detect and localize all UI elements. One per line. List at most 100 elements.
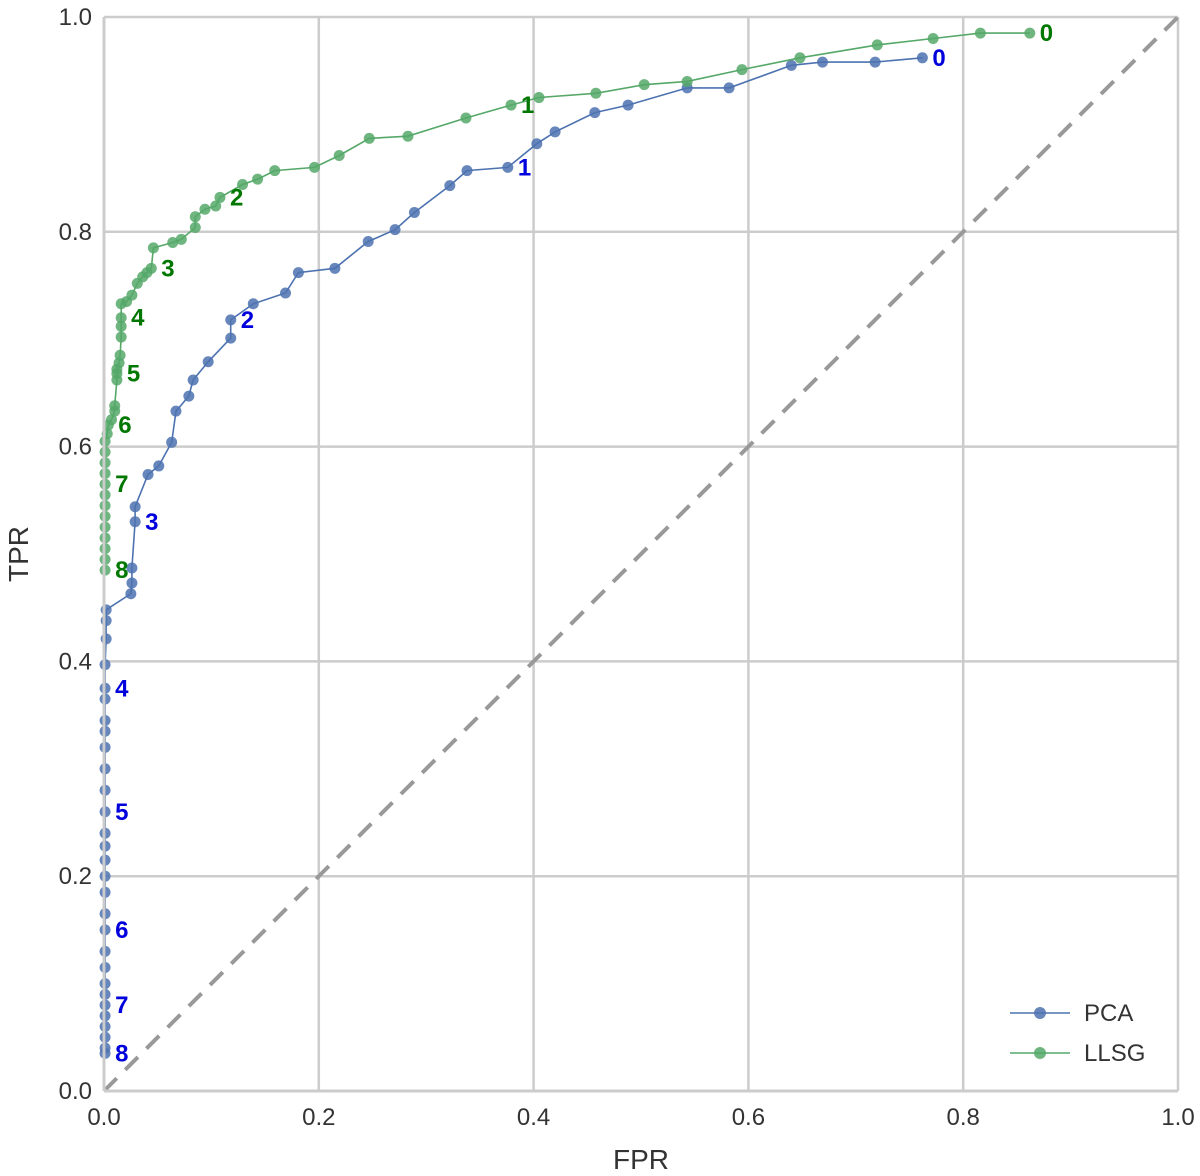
point-label: 4 — [115, 675, 129, 702]
data-point — [210, 200, 222, 212]
point-label: 1 — [518, 154, 531, 181]
x-tick-label: 0.8 — [947, 1104, 980, 1131]
y-tick-label: 0.6 — [59, 434, 92, 461]
data-point — [100, 615, 112, 627]
data-point — [115, 312, 127, 324]
y-tick-label: 0.4 — [59, 648, 92, 675]
data-point — [916, 52, 928, 64]
data-point — [589, 107, 601, 119]
data-point — [214, 191, 226, 203]
point-label: 8 — [115, 557, 128, 584]
data-point — [590, 87, 602, 99]
data-point — [549, 126, 561, 138]
point-label: 3 — [161, 255, 174, 282]
data-point — [333, 150, 345, 162]
data-point — [129, 516, 141, 528]
data-point — [202, 356, 214, 368]
legend-item-pca: PCA — [1010, 1000, 1133, 1027]
data-point — [736, 64, 748, 76]
data-point — [153, 460, 165, 472]
data-point — [974, 27, 986, 39]
point-label: 2 — [241, 307, 254, 334]
x-tick-label: 0.4 — [517, 1104, 550, 1131]
point-label: 5 — [127, 361, 140, 388]
data-point — [225, 314, 237, 326]
data-point — [794, 52, 806, 64]
data-point — [189, 211, 201, 223]
data-point — [329, 262, 341, 274]
grid — [102, 15, 1180, 1093]
point-label: 6 — [118, 412, 131, 439]
y-axis-title: TPR — [3, 526, 34, 582]
point-label: 7 — [115, 992, 128, 1019]
legend-label: PCA — [1084, 1000, 1133, 1027]
data-point — [109, 400, 121, 412]
data-point — [247, 298, 259, 310]
point-label: 0 — [932, 45, 945, 72]
data-point — [389, 224, 401, 236]
data-point — [402, 130, 414, 142]
data-point — [225, 332, 237, 344]
data-point — [461, 165, 473, 177]
data-point — [189, 222, 201, 234]
data-point — [187, 374, 199, 386]
data-point — [252, 173, 264, 185]
data-point — [237, 179, 249, 191]
legend: PCA LLSG — [1010, 1000, 1145, 1067]
data-point — [147, 242, 159, 254]
data-point — [167, 237, 179, 249]
data-point — [505, 99, 517, 111]
data-point — [681, 75, 693, 87]
data-point — [166, 436, 178, 448]
data-point — [126, 577, 138, 589]
data-point — [125, 588, 137, 600]
x-tick-label: 0.2 — [302, 1104, 335, 1131]
data-point — [175, 233, 187, 245]
data-point — [408, 206, 420, 218]
data-point — [309, 161, 321, 173]
data-point — [183, 390, 195, 402]
data-point — [170, 405, 182, 417]
data-point — [531, 138, 543, 150]
y-tick-label: 0.8 — [59, 219, 92, 246]
data-point — [145, 262, 157, 274]
data-point — [638, 79, 650, 91]
point-label: 0 — [1040, 20, 1053, 47]
point-label: 3 — [145, 509, 158, 536]
data-point — [444, 180, 456, 192]
data-point — [362, 235, 374, 247]
data-point — [199, 203, 211, 215]
point-label: 5 — [115, 799, 128, 826]
data-point — [817, 56, 829, 68]
data-point — [115, 331, 127, 343]
x-tick-label: 1.0 — [1161, 1104, 1194, 1131]
point-label: 1 — [521, 92, 534, 119]
data-point — [106, 414, 118, 426]
data-point — [533, 92, 545, 104]
data-point — [871, 39, 883, 51]
chance-diagonal — [102, 15, 1180, 1093]
x-tick-label: 0.6 — [732, 1104, 765, 1131]
legend-marker — [1034, 1007, 1046, 1019]
point-label: 2 — [230, 184, 243, 211]
legend-marker — [1034, 1047, 1046, 1059]
data-point — [622, 99, 634, 111]
data-point — [269, 165, 281, 177]
data-point — [785, 59, 797, 71]
data-point — [869, 56, 881, 68]
point-label: 6 — [115, 917, 128, 944]
data-point — [126, 562, 138, 574]
data-point — [363, 132, 375, 144]
point-label: 8 — [115, 1040, 128, 1067]
x-axis-title: FPR — [613, 1144, 669, 1175]
data-point — [126, 289, 138, 301]
data-point — [114, 349, 126, 361]
data-point — [142, 469, 154, 481]
data-point — [502, 161, 514, 173]
data-point — [292, 267, 304, 279]
legend-item-llsg: LLSG — [1010, 1040, 1145, 1067]
y-tick-label: 0.0 — [59, 1078, 92, 1105]
